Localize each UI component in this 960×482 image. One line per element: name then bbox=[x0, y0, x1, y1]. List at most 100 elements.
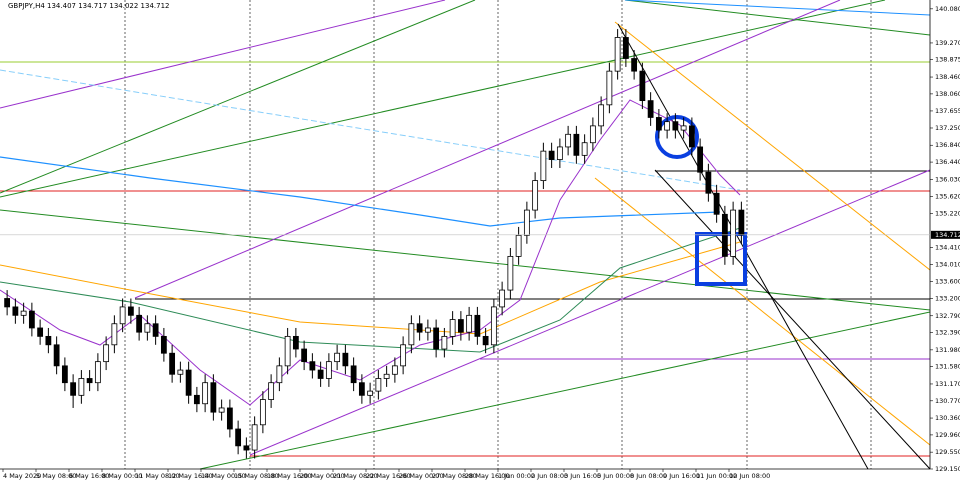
candle-body bbox=[499, 289, 506, 308]
x-tick-label: 27 May 08:00 bbox=[432, 472, 477, 480]
x-tick-label: 14 May 00:00 bbox=[201, 472, 246, 480]
trend-line bbox=[624, 0, 931, 36]
candle-body bbox=[523, 209, 530, 236]
candle-body bbox=[136, 314, 143, 333]
candle-body bbox=[730, 209, 737, 257]
x-tick-label: 28 May 16:00 bbox=[465, 472, 510, 480]
candle-body bbox=[325, 361, 332, 379]
x-tick-label: 12 May 16:00 bbox=[168, 472, 213, 480]
candle-body bbox=[367, 390, 374, 396]
x-tick-label: 20 May 00:00 bbox=[300, 472, 345, 480]
x-tick-label: 6 May 16:00 bbox=[69, 472, 109, 480]
trend-line bbox=[0, 0, 476, 194]
candle-body bbox=[12, 306, 19, 316]
drawings bbox=[0, 0, 931, 470]
candle-body bbox=[721, 213, 728, 257]
candle-body bbox=[317, 369, 324, 379]
candle-body bbox=[515, 234, 522, 257]
y-tick-label: 130.770 bbox=[935, 397, 960, 405]
candle-body bbox=[581, 142, 588, 156]
y-tick-label: 131.980 bbox=[935, 346, 960, 354]
candle-body bbox=[103, 344, 110, 363]
candle-body bbox=[160, 335, 167, 354]
trend-line bbox=[0, 209, 931, 311]
candle-body bbox=[408, 323, 415, 346]
candle-body bbox=[713, 192, 720, 215]
plot bbox=[4, 29, 745, 459]
candle-body bbox=[482, 335, 489, 346]
x-tick-label: 22 May 16:00 bbox=[366, 472, 411, 480]
y-tick-label: 130.360 bbox=[935, 414, 960, 422]
candle-body bbox=[169, 352, 176, 375]
candle-body bbox=[655, 117, 662, 131]
candle-body bbox=[309, 361, 316, 371]
candle-body bbox=[680, 125, 687, 131]
candle-body bbox=[441, 335, 448, 350]
x-tick-label: 9 Jun 16:00 bbox=[663, 472, 700, 480]
candle-body bbox=[589, 125, 596, 144]
candle-body bbox=[268, 382, 275, 400]
trend-line bbox=[0, 69, 741, 191]
y-tick-label: 135.620 bbox=[935, 193, 960, 201]
x-tick-label: 21 May 08:00 bbox=[333, 472, 378, 480]
candle-body bbox=[334, 352, 341, 363]
candle-body bbox=[391, 365, 398, 375]
candle-body bbox=[416, 323, 423, 333]
y-tick-label: 136.440 bbox=[935, 158, 960, 166]
candle-body bbox=[251, 424, 258, 451]
moving-average bbox=[0, 156, 721, 227]
candle-body bbox=[449, 319, 456, 337]
x-tick-label: 11 Jun 00:00 bbox=[696, 472, 737, 480]
candle-body bbox=[210, 382, 217, 413]
candle-body bbox=[598, 104, 605, 127]
y-tick-label: 133.200 bbox=[935, 294, 960, 302]
trend-line bbox=[249, 169, 931, 456]
candle-body bbox=[614, 37, 621, 72]
candle-body bbox=[177, 369, 184, 375]
x-tick-label: 8 Jun 08:00 bbox=[630, 472, 667, 480]
y-tick-label: 129.960 bbox=[935, 431, 960, 439]
x-tick-label: 11 May 08:00 bbox=[135, 472, 180, 480]
y-tick-label: 137.250 bbox=[935, 124, 960, 132]
x-tick-label: 5 Jun 00:00 bbox=[597, 472, 634, 480]
candle-body bbox=[573, 133, 580, 156]
candle-body bbox=[433, 327, 440, 350]
candle-body bbox=[144, 323, 151, 333]
candle-body bbox=[193, 394, 200, 405]
trend-line bbox=[0, 0, 886, 198]
candle-body bbox=[28, 310, 35, 329]
candle-body bbox=[672, 121, 679, 131]
candle-body bbox=[400, 344, 407, 367]
y-tick-label: 136.030 bbox=[935, 175, 960, 183]
y-tick-label: 134.010 bbox=[935, 260, 960, 268]
candle-body bbox=[738, 209, 745, 236]
candle-body bbox=[350, 365, 357, 384]
candle-body bbox=[705, 171, 712, 194]
candle-body bbox=[647, 100, 654, 118]
candle-body bbox=[540, 150, 547, 182]
candle-body bbox=[342, 352, 349, 367]
candle-body bbox=[301, 348, 308, 363]
x-tick-label: 15 May 08:00 bbox=[234, 472, 279, 480]
candle-body bbox=[466, 314, 473, 333]
candle-body bbox=[4, 298, 11, 308]
candle-body bbox=[292, 335, 299, 350]
y-tick-label: 134.410 bbox=[935, 244, 960, 252]
x-tick-label: 18 May 16:00 bbox=[267, 472, 312, 480]
candle-body bbox=[548, 150, 555, 160]
candle-body bbox=[119, 306, 126, 325]
x-tick-label: 12 Jun 08:00 bbox=[729, 472, 770, 480]
trend-line bbox=[614, 21, 931, 271]
y-tick-label: 136.840 bbox=[935, 141, 960, 149]
trend-line bbox=[199, 311, 931, 470]
candle-body bbox=[61, 365, 68, 384]
candle-body bbox=[474, 314, 481, 337]
annotation-circle bbox=[655, 115, 699, 159]
candle-body bbox=[185, 369, 192, 396]
candle-body bbox=[218, 407, 225, 413]
candle-body bbox=[565, 133, 572, 148]
candle-body bbox=[383, 373, 390, 379]
candle-body bbox=[606, 70, 613, 106]
